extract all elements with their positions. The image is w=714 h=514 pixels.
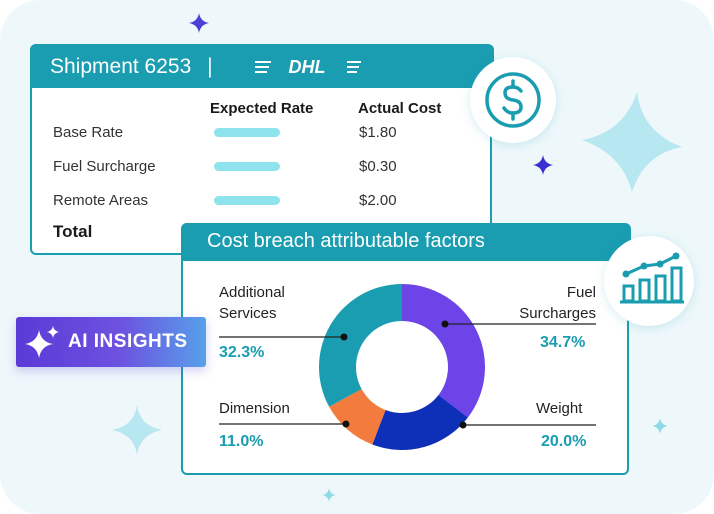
leader-dot-dimension: [342, 420, 350, 428]
cost-breach-header: Cost breach attributable factors: [181, 223, 631, 261]
factor-pct-additional-services: 32.3%: [219, 344, 265, 361]
row-label-fuel-surcharge: Fuel Surcharge: [53, 158, 156, 175]
factor-label-dimension: Dimension: [219, 400, 290, 417]
total-label: Total: [53, 222, 93, 241]
expected-rate-bar: [214, 162, 280, 171]
donut-slice-fuel-surcharges: [402, 284, 485, 418]
sparkle-icon: [25, 326, 59, 358]
star-decoration-icon: [582, 92, 682, 192]
donut-slice-dimension: [329, 389, 386, 445]
leader-dot-weight: [459, 421, 467, 429]
actual-cost-header: Actual Cost: [358, 100, 442, 117]
donut-slice-additional-services: [319, 284, 402, 407]
star-decoration-icon: [322, 488, 336, 502]
row-value-base-rate: $1.80: [359, 124, 397, 141]
factor-label-fuel-surcharges: Fuel Surcharges: [519, 284, 596, 322]
star-decoration-icon: [112, 405, 162, 455]
shipment-card: Shipment 6253 | DHL Expected Rate Actual…: [30, 44, 494, 255]
factor-pct-weight: 20.0%: [541, 433, 587, 450]
shipment-header: Shipment 6253 | DHL: [30, 44, 494, 88]
star-decoration-icon: [652, 418, 668, 434]
row-label-remote-areas: Remote Areas: [53, 192, 149, 209]
dollar-circle: [470, 57, 556, 143]
dhl-logo: DHL: [255, 58, 361, 76]
shipment-title: Shipment 6253 |: [50, 55, 213, 79]
sparkle-small-icon: [533, 155, 553, 175]
expected-rate-header: Expected Rate: [210, 100, 314, 117]
donut-slice-weight: [372, 394, 468, 450]
cost-breach-title: Cost breach attributable factors: [207, 230, 485, 252]
leader-dot-additional-services: [340, 333, 348, 341]
factor-label-weight: Weight: [536, 400, 583, 417]
growth-circle: [604, 236, 694, 326]
factor-pct-fuel-surcharges: 34.7%: [540, 334, 586, 351]
row-value-fuel-surcharge: $0.30: [359, 158, 397, 175]
row-value-remote-areas: $2.00: [359, 192, 397, 209]
factor-label-additional-services: Additional Services: [219, 282, 319, 324]
factor-pct-dimension: 11.0%: [219, 433, 264, 450]
svg-text:DHL: DHL: [289, 58, 326, 76]
leader-dot-fuel-surcharges: [441, 320, 449, 328]
dollar-icon: [485, 72, 541, 128]
factor-label-text: Additional Services: [219, 284, 285, 322]
title-separator: |: [207, 55, 213, 78]
ai-insights-label: AI INSIGHTS: [68, 331, 188, 352]
growth-chart-icon: [620, 252, 684, 304]
shipment-title-text: Shipment 6253: [50, 55, 192, 78]
sparkle-small-icon: [189, 13, 209, 33]
ai-insights-badge[interactable]: AI INSIGHTS: [16, 317, 206, 367]
expected-rate-bar: [214, 196, 280, 205]
expected-rate-bar: [214, 128, 280, 137]
row-label-base-rate: Base Rate: [53, 124, 124, 141]
